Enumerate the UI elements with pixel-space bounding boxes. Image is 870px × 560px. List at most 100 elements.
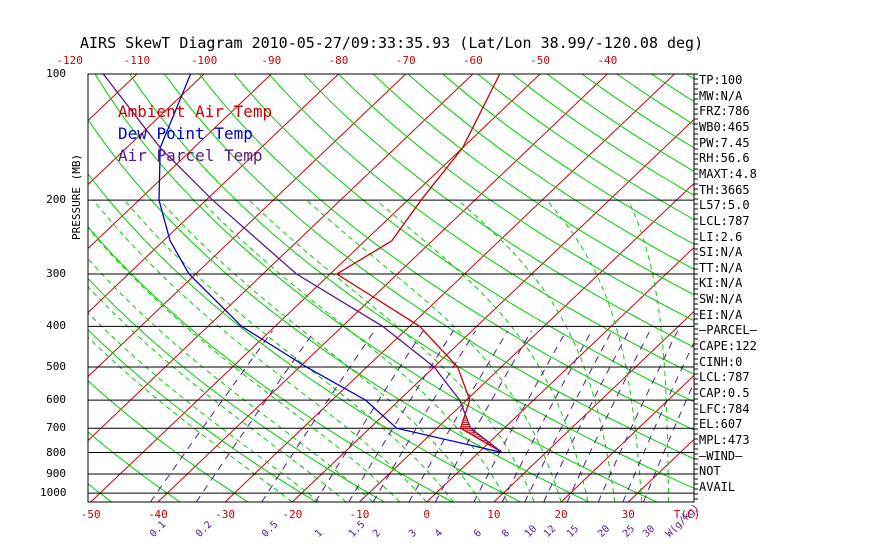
isotherm-line: [90, 74, 541, 502]
temp-tick-label-bottom: 10: [487, 508, 501, 521]
isotherm-line: [88, 74, 474, 442]
plot-frame: [87, 73, 695, 503]
temp-tick-label-top: -60: [462, 54, 483, 67]
temp-tick-label-bottom: 0: [423, 508, 430, 521]
stat-line: CINH:0: [699, 354, 743, 369]
stat-line: MAXT:4.8: [699, 166, 757, 181]
stat-line: LCL:787: [699, 370, 750, 385]
stat-line: LFC:784: [699, 401, 750, 416]
pressure-tick-label: 100: [46, 67, 66, 80]
moist-adiabat-line: [627, 199, 670, 502]
stat-line: EL:607: [699, 417, 743, 432]
temp-unit-label: T(C): [673, 508, 701, 521]
temp-tick-label-bottom: -20: [282, 508, 303, 521]
temp-tick-label-bottom: -10: [349, 508, 370, 521]
temp-tick-label-top: -70: [395, 54, 416, 67]
legend-ambient-air-temp: Ambient Air Temp: [118, 102, 273, 121]
mixing-ratio-line: [195, 330, 315, 502]
air-parcel-temp-line: [102, 74, 503, 454]
isotherm-line: [0, 74, 3, 502]
isotherm-line: [291, 118, 694, 502]
dry-adiabat-line: [198, 74, 694, 431]
stat-line: LCL:787: [699, 213, 750, 228]
stat-line: PW:7.45: [699, 135, 750, 150]
stat-line: EI:N/A: [699, 307, 743, 322]
mixing-ratio-line: [524, 330, 613, 502]
mixing-ratio-line: [434, 330, 532, 502]
moist-adiabat-line: [375, 199, 589, 502]
temp-tick-label-top: -100: [190, 54, 218, 67]
dry-adiabat-line: [88, 173, 521, 502]
moist-adiabat-line: [248, 199, 535, 502]
temp-tick-label-bottom: -30: [215, 508, 235, 521]
temp-tick-label-bottom: 30: [621, 508, 635, 521]
isotherm-line: [830, 74, 870, 502]
stat-line: MPL:473: [699, 432, 750, 447]
moist-adiabat-line: [546, 199, 643, 502]
pressure-tick-label: 200: [46, 193, 66, 207]
moist-adiabat-line: [93, 199, 428, 502]
stat-line: CAPE:122: [699, 339, 757, 354]
temp-tick-label-top: -110: [123, 54, 151, 67]
stat-line: WB0:465: [699, 119, 750, 134]
moist-adiabat-line: [200, 199, 508, 502]
dry-adiabat-line: [164, 74, 694, 460]
moist-adiabat-line: [88, 336, 293, 502]
dew-point-temp-line: [158, 74, 503, 454]
stat-line: TH:3665: [699, 182, 750, 197]
dry-adiabat-line: [88, 380, 249, 502]
stat-line: LI:2.6: [699, 229, 743, 244]
stat-line: NOT: [699, 464, 721, 479]
mixing-ratio-line: [501, 330, 593, 502]
isotherm-line: [157, 74, 608, 502]
mixing-ratio-line: [543, 330, 630, 502]
temp-tick-label-bottom: 20: [554, 508, 568, 521]
isotherm-line: [763, 74, 870, 502]
stat-line: KI:N/A: [699, 276, 743, 291]
dry-adiabat-line: [88, 277, 385, 502]
chart-title: AIRS SkewT Diagram 2010-05-27/09:33:35.9…: [80, 34, 704, 52]
temp-tick-label-bottom: -40: [147, 508, 168, 521]
moist-adiabat-line: [159, 199, 481, 502]
isotherm-line: [88, 74, 339, 314]
stat-line: AVAIL: [699, 479, 736, 494]
pressure-tick-label: 500: [46, 359, 66, 373]
isotherm-line: [88, 74, 407, 378]
y-axis-label: PRESSURE (MB): [70, 153, 83, 240]
legend-dew-point-temp: Dew Point Temp: [118, 124, 253, 143]
temp-tick-label-bottom: -50: [80, 508, 101, 521]
dry-adiabat-line: [268, 74, 694, 375]
pressure-tick-label: 1000: [40, 486, 67, 500]
stat-line: SI:N/A: [699, 245, 743, 260]
dry-adiabat-line: [233, 74, 694, 403]
temp-tick-label-top: -80: [328, 54, 349, 67]
stat-line: CAP:0.5: [699, 386, 750, 400]
isotherm-line: [493, 310, 694, 502]
dry-adiabat-line: [88, 431, 181, 502]
mixing-ratio-line: [372, 330, 476, 502]
temp-tick-label-top: -50: [530, 54, 550, 67]
stat-line: —PARCEL—: [699, 323, 757, 338]
stat-line: TP:100: [699, 73, 743, 87]
moist-adiabat-line: [88, 312, 320, 502]
mixing-ratio-line: [622, 341, 694, 502]
mixing-ratio-line: [473, 330, 567, 502]
isotherm-line: [224, 74, 675, 502]
ambient-air-temp-line: [335, 74, 503, 454]
dry-adiabat-line: [94, 74, 658, 502]
stat-line: SW:N/A: [699, 292, 743, 307]
pressure-tick-label: 400: [46, 319, 66, 333]
legend-air-parcel-temp: Air Parcel Temp: [118, 146, 263, 165]
isotherm-line: [88, 74, 205, 186]
dry-adiabat-line: [88, 118, 590, 502]
pressure-tick-label: 800: [46, 445, 66, 459]
mixing-ratio-line: [643, 381, 694, 502]
isotherm-line: [560, 374, 694, 502]
pressure-tick-label: 700: [46, 421, 66, 435]
mixing-ratio-line: [261, 330, 375, 502]
stat-line: —WIND—: [699, 448, 743, 463]
dry-adiabat-line: [407, 74, 694, 270]
dry-adiabat-line: [372, 74, 694, 296]
pressure-tick-label: 900: [46, 466, 66, 480]
